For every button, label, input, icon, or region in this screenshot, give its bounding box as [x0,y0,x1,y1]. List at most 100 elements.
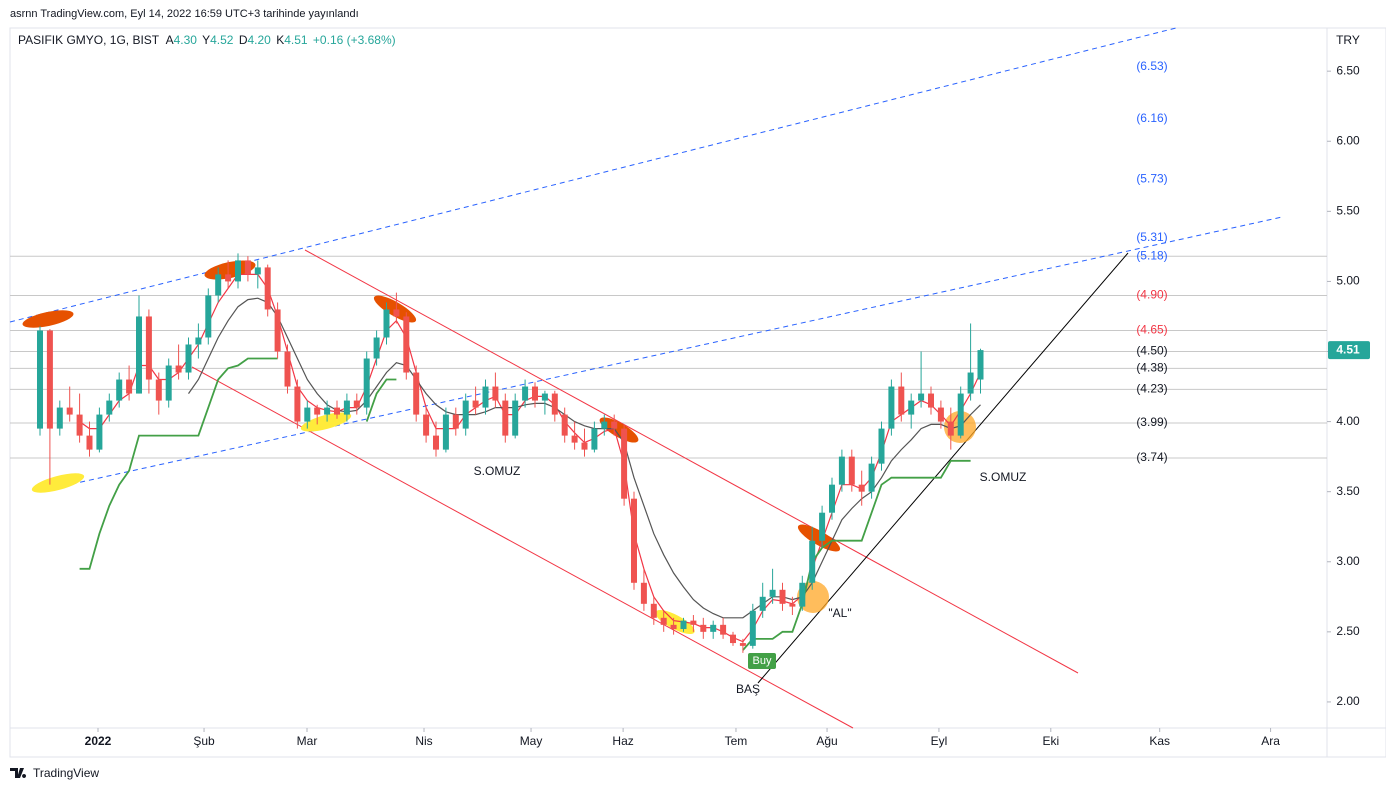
y-tick-label: 6.00 [1336,133,1360,147]
candle-body [759,596,766,611]
y-tick-label: 3.50 [1336,484,1360,498]
candle-body [403,316,410,373]
candle-body [531,386,538,401]
candle-body [561,414,568,436]
candle-body [96,414,103,450]
frame [9,27,1386,758]
candle-body [492,386,499,401]
level-label: (6.16) [1136,111,1167,125]
candle-body [482,386,489,408]
candle-body [254,267,261,275]
channel-line [191,366,854,729]
indicator-line [188,297,981,619]
plot [36,253,984,653]
candle-body [729,634,736,644]
buy-label: Buy [753,655,772,667]
y-tick-label: 6.50 [1336,63,1360,77]
candle-body [205,295,212,338]
candle-body [413,372,420,415]
annotations: S.OMUZ S.OMUZ "AL" BAŞ Buy [474,464,1027,696]
candle-body [442,414,449,450]
candle-body [799,582,806,607]
highlight [599,417,639,443]
candle-body [353,400,360,408]
candle-body [165,365,172,401]
highlight [373,295,417,323]
x-tick-label: 2022 [85,734,112,748]
candle-body [601,421,608,429]
candle-body [343,400,350,415]
candle-body [710,624,717,632]
candle-body [591,428,598,450]
candle-body [908,400,915,415]
y-tick-label: 3.00 [1336,554,1360,568]
annotation: BAŞ [736,682,760,696]
candle-body [670,624,677,630]
x-tick-label: Eyl [931,734,948,748]
change: +0.16 (+3.68%) [313,33,396,47]
level-label: (4.23) [1136,382,1167,396]
candle-body [680,620,687,630]
x-tick-label: Şub [193,734,215,748]
candle-body [739,643,746,646]
candle-body [947,421,954,436]
indicator-line [79,273,982,643]
candle-body [393,309,400,317]
candle-body [898,386,905,415]
ohlc-value: 4.51 [284,33,308,47]
candle-body [749,610,756,646]
candle-body [838,456,845,485]
candle-body [452,414,459,429]
y-tick-label: 2.50 [1336,624,1360,638]
x-tick-label: Eki [1042,734,1059,748]
x-tick-label: May [520,734,543,748]
channel-line [304,249,1079,674]
drawings [9,27,1283,729]
candle-body [225,274,232,282]
candle-body [819,512,826,541]
ohlc-key: Y [202,33,210,47]
candle-body [56,407,63,429]
candle-body [274,309,281,352]
x-tick-label: Mar [297,734,318,748]
candle-body [314,407,321,415]
x-tick-label: Ağu [816,734,837,748]
channel-line [44,216,1283,491]
candle-body [720,624,727,635]
y-tick-label: 2.00 [1336,694,1360,708]
ohlc-value: 4.20 [248,33,272,47]
ohlc-value: 4.30 [174,33,198,47]
candle-body [937,407,944,422]
candle-body [977,350,984,380]
candle-body [541,393,548,401]
level-label: (4.50) [1136,344,1167,358]
candle-body [185,344,192,373]
candle-body [116,379,123,401]
x-tick-label: Kas [1149,734,1170,748]
candle-body [621,428,628,499]
candle-body [700,624,707,632]
candle-body [284,351,291,387]
candle-body [918,393,925,401]
candle-body [888,386,895,429]
candle-body [195,337,202,345]
candle-body [650,603,657,618]
candle-body [630,498,637,583]
last-price-label: 4.51 [1336,342,1360,356]
x-tick-label: Haz [612,734,633,748]
candle-body [333,407,340,415]
candle-body [373,337,380,359]
ohlc-value: 4.52 [210,33,234,47]
trend-line [757,252,1129,684]
candle-body [848,456,855,485]
candle-body [106,400,113,415]
candle-body [383,309,390,338]
candle-body [432,435,439,450]
candle-body [155,379,162,401]
candle-body [294,386,301,422]
candle-body [363,358,370,408]
candle-body [66,407,73,415]
candle-body [551,393,558,415]
candle-body [175,365,182,373]
level-lines [10,255,1327,459]
